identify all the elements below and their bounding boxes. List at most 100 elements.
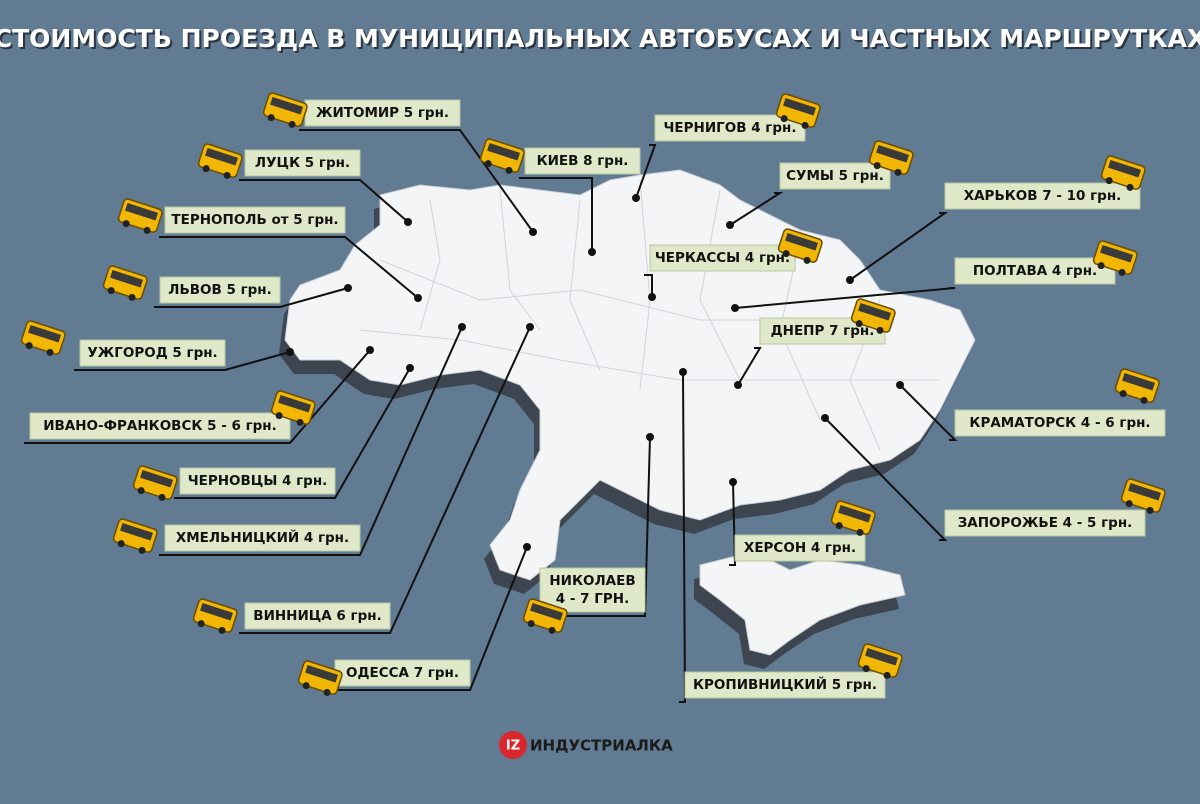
city-dot bbox=[729, 478, 737, 486]
city-dot bbox=[846, 276, 854, 284]
city-dot bbox=[529, 228, 537, 236]
bus-wheel bbox=[803, 256, 811, 264]
city-dot bbox=[344, 284, 352, 292]
city-dot bbox=[726, 221, 734, 229]
label-box bbox=[244, 149, 361, 177]
bus-icon bbox=[1114, 368, 1160, 404]
bus-wheel bbox=[1097, 262, 1105, 270]
city-label: КРОПИВНИЦКИЙ 5 грн. bbox=[693, 676, 877, 693]
leader-line bbox=[154, 287, 349, 308]
city-dot bbox=[458, 323, 466, 331]
bus-wheel bbox=[267, 114, 275, 122]
leader-line bbox=[174, 367, 411, 499]
city-dot bbox=[414, 294, 422, 302]
logo-text: ИНДУСТРИАЛКА bbox=[530, 737, 673, 755]
city-dot bbox=[286, 348, 294, 356]
bus-icon bbox=[192, 598, 238, 634]
bus-icon bbox=[830, 500, 876, 536]
bus-wheel bbox=[862, 665, 870, 673]
city-dot bbox=[523, 543, 531, 551]
city-label: ПОЛТАВА 4 грн. bbox=[973, 263, 1097, 279]
label-box bbox=[954, 409, 1166, 437]
city-dot bbox=[648, 293, 656, 301]
bus-wheel bbox=[1118, 268, 1126, 276]
leader-line bbox=[849, 212, 949, 281]
label-box bbox=[684, 671, 886, 699]
bus-window bbox=[858, 303, 892, 321]
bus-wheel bbox=[876, 326, 884, 334]
city-dot bbox=[526, 323, 534, 331]
bus-wheel bbox=[122, 220, 130, 228]
bus-window bbox=[28, 325, 62, 343]
leader-line bbox=[679, 371, 687, 703]
bus-window bbox=[125, 203, 159, 221]
bus-wheel bbox=[128, 293, 136, 301]
label-box bbox=[159, 276, 281, 304]
bus-icon bbox=[850, 298, 896, 334]
bus-wheel bbox=[202, 165, 210, 173]
label-box bbox=[244, 602, 391, 630]
bus-icon bbox=[297, 660, 343, 696]
label-box bbox=[334, 659, 471, 687]
bus-window bbox=[120, 523, 154, 541]
bus-wheel bbox=[296, 418, 304, 426]
label-box bbox=[29, 412, 291, 440]
bus-wheel bbox=[143, 226, 151, 234]
leader-line bbox=[159, 236, 419, 299]
label-box bbox=[524, 147, 641, 175]
bus-icon bbox=[1120, 478, 1166, 514]
city-label: ЧЕРКАССЫ 4 грн. bbox=[655, 250, 790, 266]
label-box bbox=[304, 99, 461, 127]
bus-window bbox=[1128, 483, 1162, 501]
bus-wheel bbox=[505, 166, 513, 174]
bus-icon bbox=[197, 143, 243, 179]
bus-icon bbox=[857, 643, 903, 679]
leader-line bbox=[74, 351, 291, 371]
bus-wheel bbox=[527, 620, 535, 628]
bus-wheel bbox=[46, 348, 54, 356]
label-box bbox=[779, 162, 891, 190]
bus-wheel bbox=[138, 546, 146, 554]
bus-wheel bbox=[25, 342, 33, 350]
bus-window bbox=[110, 270, 144, 288]
city-dot bbox=[646, 433, 654, 441]
bus-window bbox=[200, 603, 234, 621]
bus-wheel bbox=[117, 540, 125, 548]
leader-line bbox=[824, 417, 948, 541]
city-label: УЖГОРОД 5 грн. bbox=[87, 345, 217, 361]
bus-window bbox=[305, 665, 339, 683]
city-dot bbox=[896, 381, 904, 389]
bus-wheel bbox=[894, 168, 902, 176]
bus-window bbox=[1122, 373, 1156, 391]
city-dot bbox=[406, 364, 414, 372]
city-label: 4 - 7 ГРН. bbox=[556, 591, 629, 607]
city-label: ХМЕЛЬНИЦКИЙ 4 грн. bbox=[176, 529, 349, 546]
bus-icon bbox=[1100, 155, 1146, 191]
crimea bbox=[699, 554, 906, 656]
bus-wheel bbox=[801, 121, 809, 129]
city-label: ЛУЦК 5 грн. bbox=[255, 155, 350, 171]
bus-icon bbox=[775, 93, 821, 129]
label-box bbox=[944, 182, 1141, 210]
label-box bbox=[164, 206, 346, 234]
map bbox=[279, 169, 976, 669]
leader-line bbox=[329, 546, 528, 691]
bus-window bbox=[876, 145, 910, 163]
city-dot bbox=[632, 194, 640, 202]
city-label: ИВАНО-ФРАНКОВСК 5 - 6 грн. bbox=[43, 418, 277, 434]
label-box bbox=[79, 339, 226, 367]
city-dot bbox=[821, 414, 829, 422]
leader-line bbox=[644, 274, 653, 297]
bus-wheel bbox=[275, 412, 283, 420]
leader-line bbox=[299, 129, 534, 233]
leader-line bbox=[729, 192, 784, 226]
bus-icon bbox=[868, 140, 914, 176]
bus-window bbox=[278, 395, 312, 413]
bus-window bbox=[838, 505, 872, 523]
leader-line bbox=[239, 326, 531, 634]
leader-line bbox=[534, 436, 651, 617]
label-box bbox=[944, 509, 1146, 537]
bus-wheel bbox=[107, 287, 115, 295]
leader-line bbox=[519, 177, 593, 252]
